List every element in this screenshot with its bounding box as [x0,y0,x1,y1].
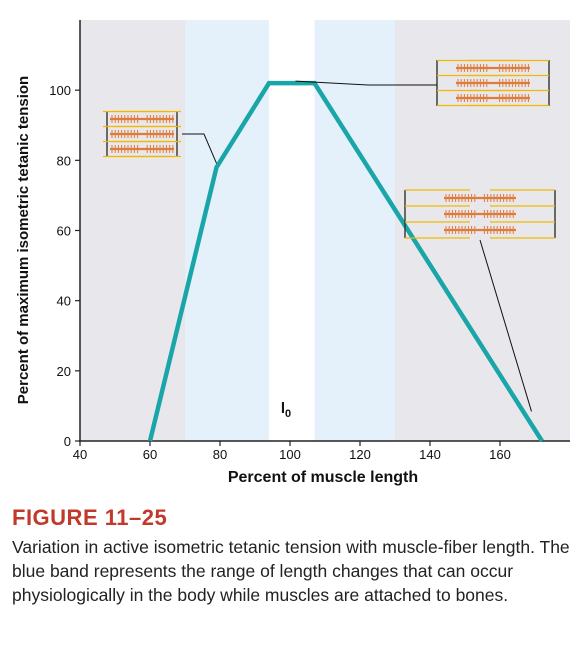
x-tick-label-100: 100 [279,447,301,462]
figure-caption: Variation in active isometric tetanic te… [12,537,570,605]
sarcomere-insets [103,59,556,412]
chart: 40 60 80 100 120 140 160 0 20 40 60 80 100 l0 Percen… [15,20,570,486]
x-tick-label-160: 160 [489,447,511,462]
chart-series: l0 [147,80,544,443]
y-tick-label-100: 100 [49,83,71,98]
x-tick-label-40: 40 [73,447,87,462]
band-3 [314,20,395,441]
x-axis-label: Percent of muscle length [228,469,418,486]
chart-labels: Percent of muscle length Percent of maxi… [15,76,418,486]
y-tick-label-60: 60 [57,224,71,239]
band-1 [185,20,269,441]
y-tick-label-40: 40 [57,294,71,309]
long-length-sarcomere [404,189,556,239]
y-axis-label: Percent of maximum isometric tetanic ten… [15,76,32,404]
annotation-subscript-0: 0 [285,408,291,420]
band-0 [80,20,185,441]
x-tick-label-60: 60 [143,447,157,462]
y-tick-label-0: 0 [64,434,71,449]
optimal-length-sarcomere [436,59,550,107]
y-tick-label-20: 20 [57,364,71,379]
leader-line-optimal [295,80,437,86]
x-tick-label-140: 140 [419,447,441,462]
band-2 [269,20,315,441]
x-tick-label-80: 80 [213,447,227,462]
short-length-sarcomere [103,110,181,158]
y-tick-label-80: 80 [57,153,71,168]
x-tick-label-120: 120 [349,447,371,462]
chart-axes: 40 60 80 100 120 140 160 0 20 40 60 80 100 [49,20,570,462]
figure-label: FIGURE 11–25 [12,505,168,530]
leader-line-long [479,239,532,412]
leader-line-short [182,133,217,164]
annotation-0: l0 [281,400,291,420]
